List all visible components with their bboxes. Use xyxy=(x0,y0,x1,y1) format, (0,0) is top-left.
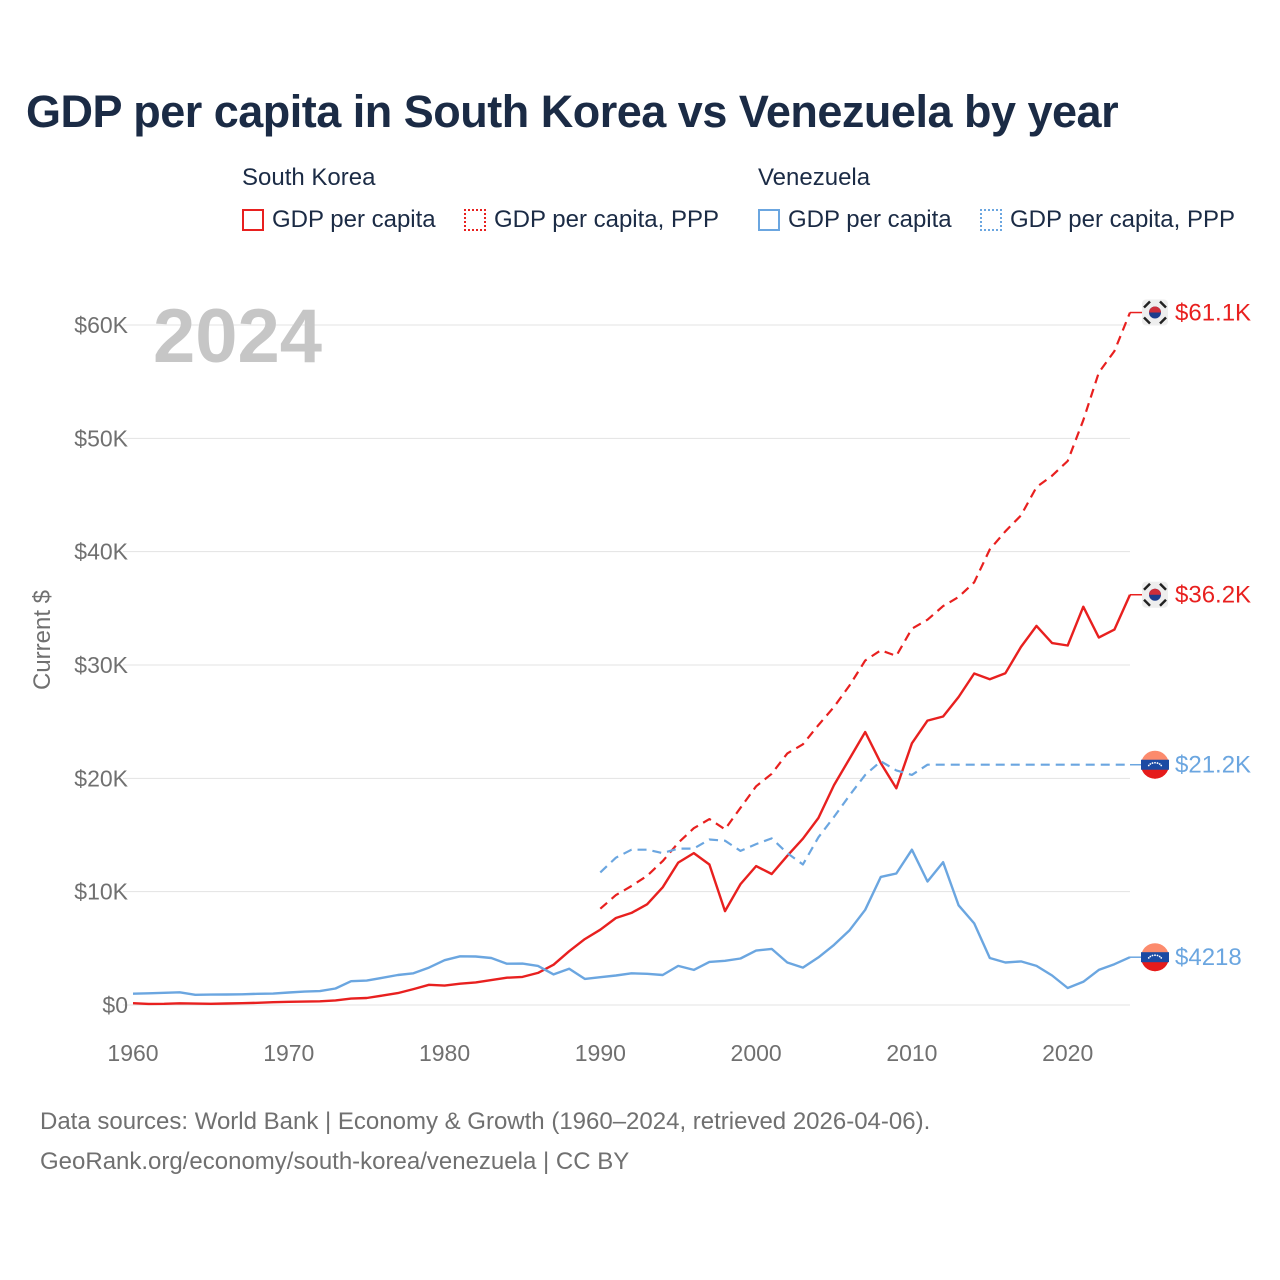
series-line-venezuela-dashed xyxy=(599,760,1130,874)
legend-swatch-solid-red xyxy=(242,209,264,231)
venezuela-flag-star xyxy=(1154,761,1156,764)
legend-group-venezuela: Venezuela xyxy=(758,164,871,191)
south-korea-flag-trigram xyxy=(1159,300,1167,309)
end-value-label: $36.2K xyxy=(1175,582,1251,609)
x-tick-label: 1980 xyxy=(419,1040,470,1066)
end-value-label: $4218 xyxy=(1175,944,1242,971)
legend-label: GDP per capita, PPP xyxy=(494,206,719,233)
x-tick-label: 1990 xyxy=(575,1040,626,1066)
y-tick-label: $10K xyxy=(74,879,128,905)
legend-swatch-dotted-red xyxy=(464,209,486,231)
venezuela-flag-star xyxy=(1151,954,1154,957)
venezuela-flag-middle-band xyxy=(1141,759,1169,770)
legend-item-venezuela-gdp[interactable]: GDP per capita xyxy=(758,206,952,234)
y-tick-label: $0 xyxy=(102,992,128,1018)
venezuela-flag-star xyxy=(1158,763,1161,765)
legend-item-south-korea-gdp[interactable]: GDP per capita xyxy=(242,206,436,234)
y-tick-label: $30K xyxy=(74,652,128,678)
legend-swatch-solid-blue xyxy=(758,209,780,231)
legend-item-south-korea-gdp-ppp[interactable]: GDP per capita, PPP xyxy=(464,206,719,234)
x-tick-label: 1960 xyxy=(107,1040,158,1066)
south-korea-flag-trigram xyxy=(1143,316,1151,325)
venezuela-flag-star xyxy=(1147,764,1150,767)
year-watermark: 2024 xyxy=(153,294,322,379)
y-tick-label: $50K xyxy=(74,425,128,451)
venezuela-flag-star xyxy=(1154,954,1156,957)
venezuela-flag-middle-band xyxy=(1141,952,1169,963)
venezuela-flag-star xyxy=(1156,954,1159,957)
legend-label: GDP per capita xyxy=(788,206,952,233)
south-korea-flag-trigram xyxy=(1143,300,1151,309)
y-tick-label: $60K xyxy=(74,312,128,338)
venezuela-flag-star xyxy=(1149,955,1152,958)
x-tick-label: 2010 xyxy=(886,1040,937,1066)
south-korea-flag-circle-red xyxy=(1149,306,1161,313)
x-tick-label: 2020 xyxy=(1042,1040,1093,1066)
chart-title: GDP per capita in South Korea vs Venezue… xyxy=(26,86,1119,137)
x-tick-label: 1970 xyxy=(263,1040,314,1066)
venezuela-flag-star xyxy=(1151,762,1154,764)
footer-attribution: GeoRank.org/economy/south-korea/venezuel… xyxy=(40,1148,630,1175)
legend-label: GDP per capita xyxy=(272,206,436,233)
series-line-venezuela-solid xyxy=(132,848,1131,996)
venezuela-flag-star xyxy=(1147,957,1150,959)
x-tick-label: 2000 xyxy=(731,1040,782,1066)
legend-label: GDP per capita, PPP xyxy=(1010,206,1235,233)
south-korea-flag-trigram xyxy=(1159,316,1167,325)
venezuela-flag-star xyxy=(1158,955,1161,958)
venezuela-flag-star xyxy=(1160,764,1163,767)
legend-group-south-korea: South Korea xyxy=(242,164,376,191)
footer-sources: Data sources: World Bank | Economy & Gro… xyxy=(40,1108,931,1135)
venezuela-flag-star xyxy=(1160,957,1163,959)
legend-item-venezuela-gdp-ppp[interactable]: GDP per capita, PPP xyxy=(980,206,1235,234)
south-korea-flag-trigram xyxy=(1143,582,1151,591)
south-korea-flag-circle-red xyxy=(1149,588,1161,595)
end-value-label: $21.2K xyxy=(1175,752,1251,779)
end-value-label: $61.1K xyxy=(1175,300,1251,327)
south-korea-flag-trigram xyxy=(1159,582,1167,591)
venezuela-flag-star xyxy=(1149,763,1152,765)
south-korea-flag-trigram xyxy=(1143,598,1151,607)
series-line-south_korea-dashed xyxy=(599,312,1132,910)
south-korea-flag-trigram xyxy=(1159,598,1167,607)
venezuela-flag-star xyxy=(1156,762,1159,764)
y-tick-label: $40K xyxy=(74,539,128,565)
series-line-south_korea-solid xyxy=(132,594,1132,1006)
y-tick-label: $20K xyxy=(74,765,128,791)
y-axis-label: Current $ xyxy=(29,590,56,690)
legend-swatch-dotted-blue xyxy=(980,209,1002,231)
